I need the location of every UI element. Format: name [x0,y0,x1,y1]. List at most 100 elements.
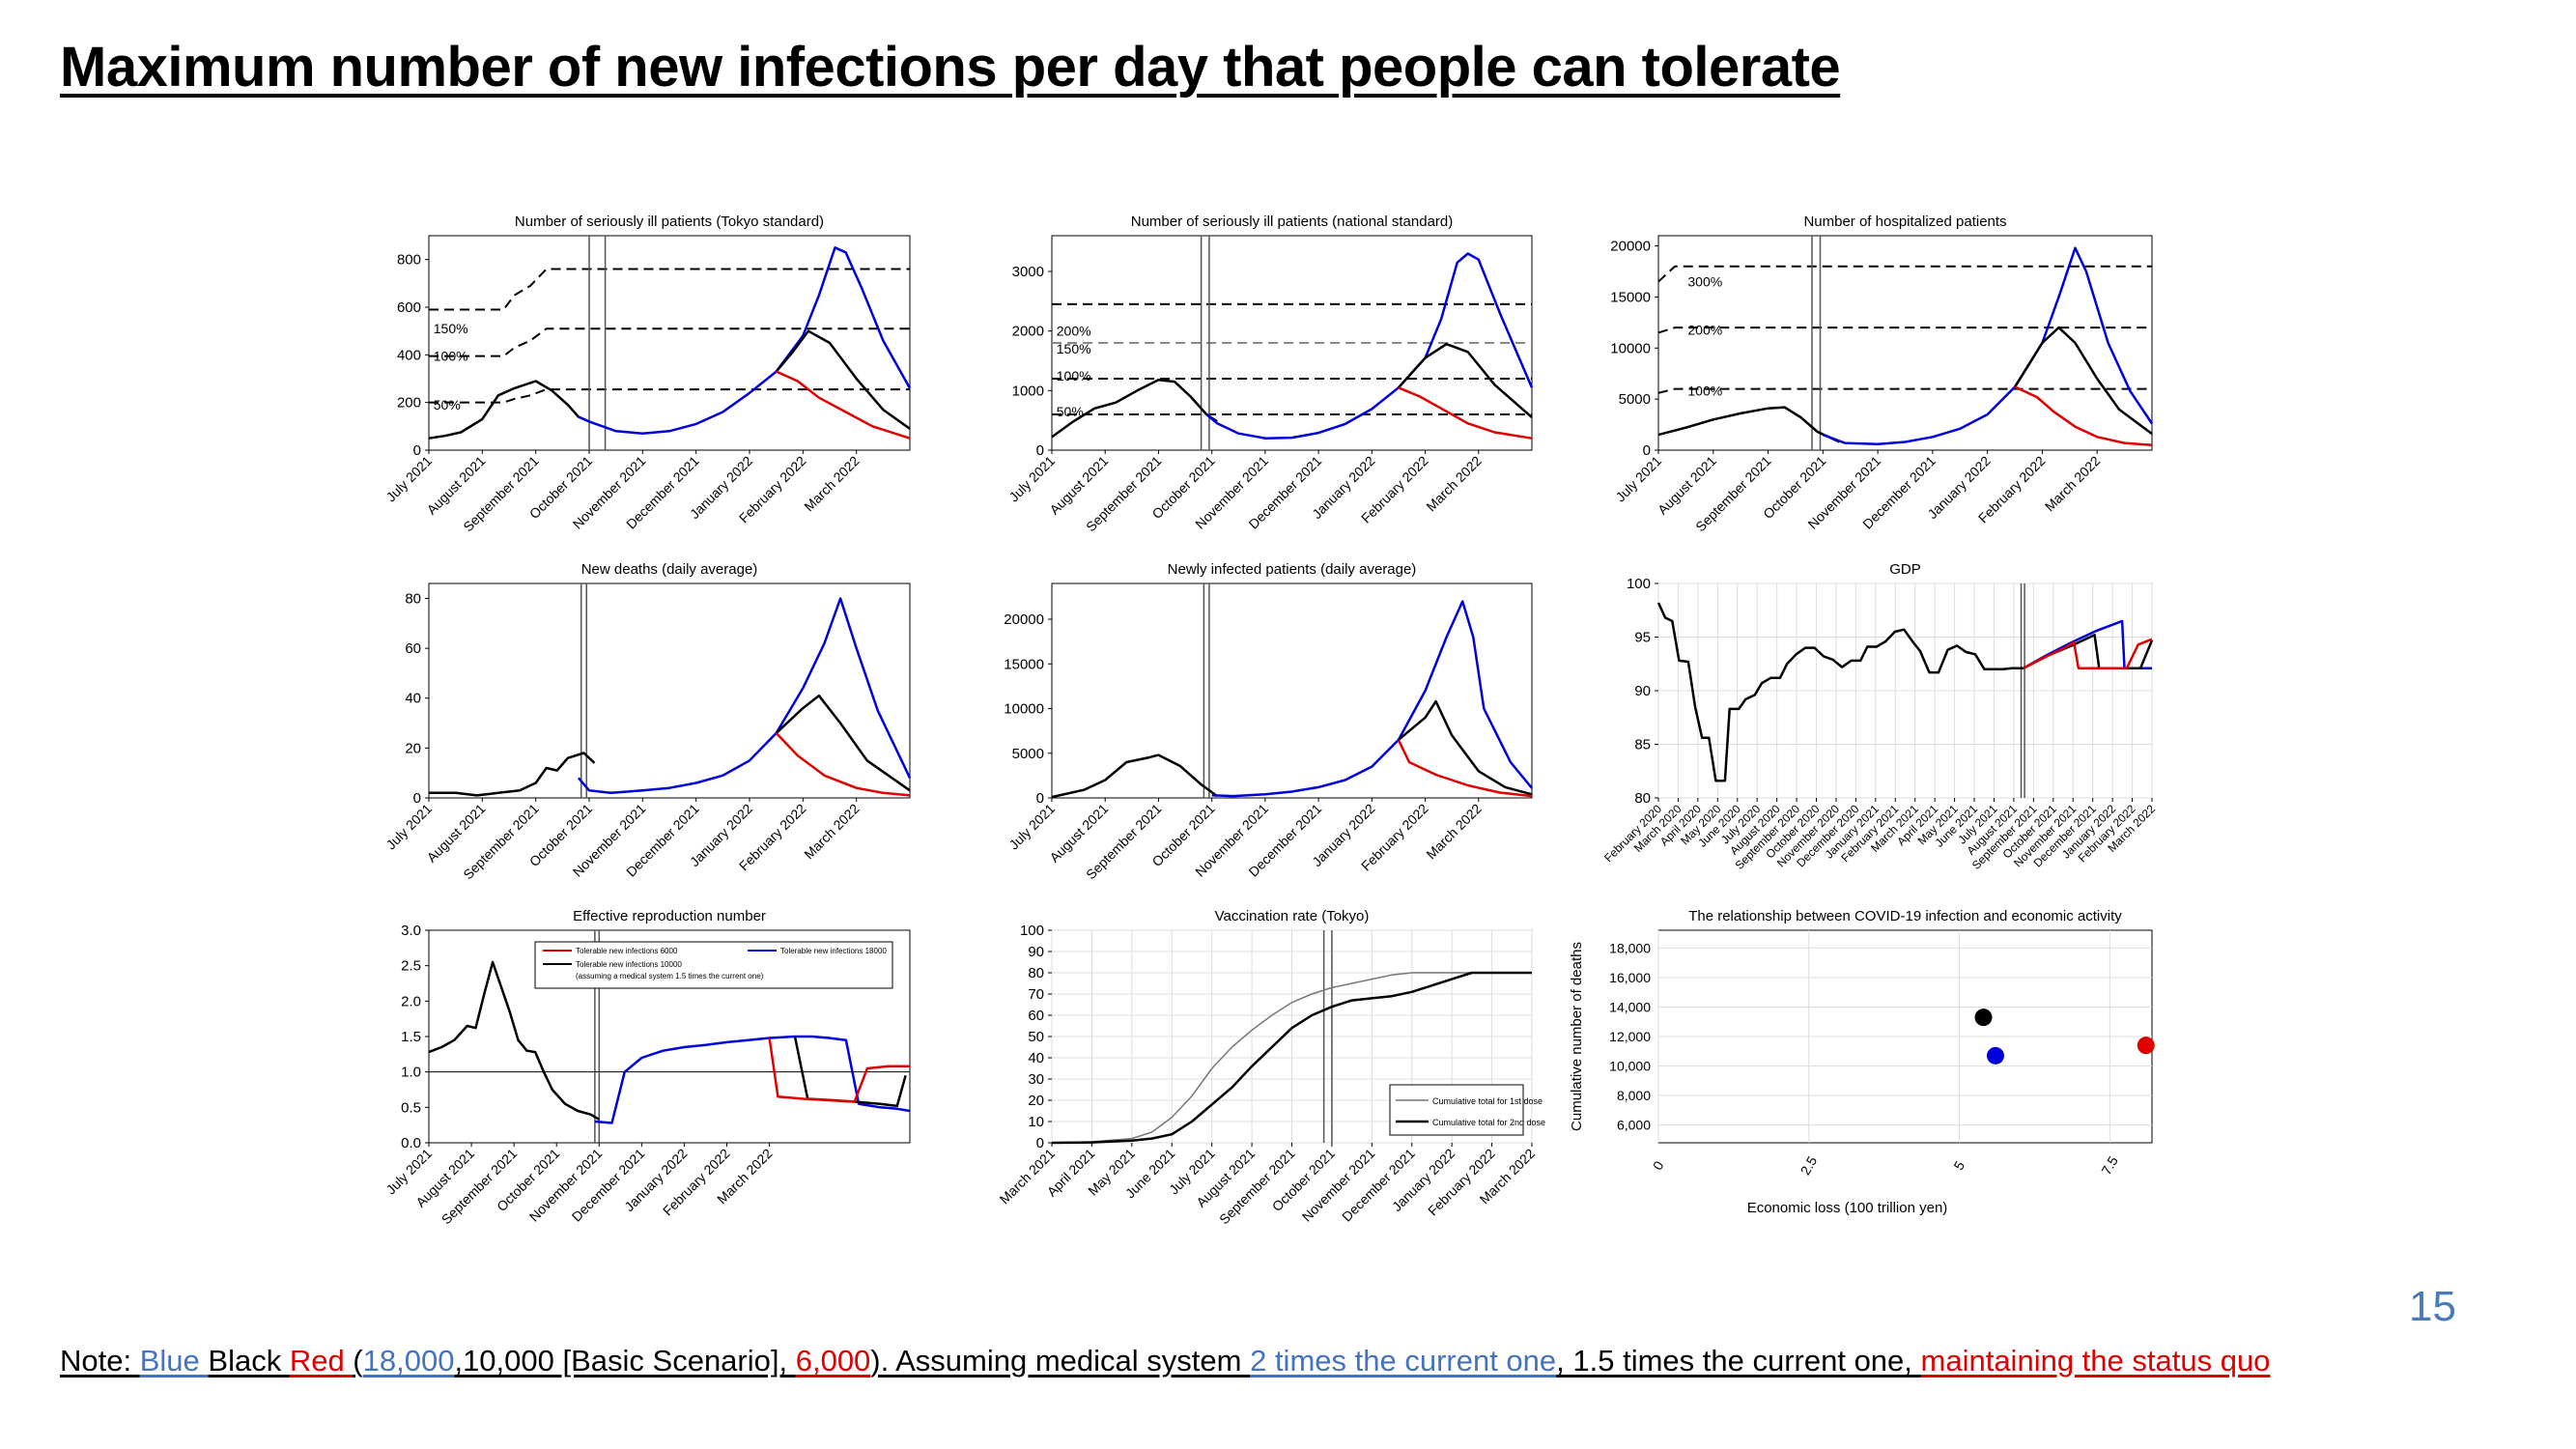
x-tick-label: November 2021 [526,1146,606,1225]
y-tick-label: 40 [405,691,421,707]
series-line [2014,326,2153,436]
chart-title: The relationship between COVID-19 infect… [1688,908,2122,924]
chart-title: Number of hospitalized patients [1803,213,2006,230]
y-tick-label: 20000 [1004,611,1044,628]
y-tick-label: 5000 [1619,391,1651,408]
reference-line [429,327,910,357]
chart-panel: Number of seriously ill patients (nation… [1005,213,1534,534]
y-tick-label: 30 [1028,1071,1044,1088]
legend-label: Tolerable new infections 10000 [576,960,682,969]
y-tick-label: 10000 [1004,701,1044,718]
footnote-part: Black [208,1344,290,1378]
y-axis-label: Cumulative number of deaths [1569,942,1585,1131]
chart-title: Effective reproduction number [573,908,766,924]
chart-panel: New deaths (daily average) 0 20 40 60 80 July … [382,561,912,882]
y-tick-label: 2.5 [401,958,421,975]
series-line [1205,252,1534,440]
series-line [1398,699,1533,796]
x-tick-label: March 2022 [1423,801,1485,863]
plot-frame [428,235,911,451]
y-tick-label: 40 [1028,1050,1044,1066]
legend-box [534,941,893,989]
y-tick-label: 95 [1634,630,1651,646]
reference-label: 200% [1687,322,1722,337]
y-tick-label: 200 [397,395,421,412]
page-number: 15 [2409,1283,2456,1330]
y-tick-label: 60 [405,640,421,657]
y-tick-label: 3.0 [401,923,421,939]
x-tick-label: March 2022 [2042,453,2104,515]
legend-label: Tolerable new infections 6000 [576,947,678,955]
chart-panel: The relationship between COVID-19 infect… [1569,908,2155,1216]
x-tick-label: September 2021 [439,1146,521,1228]
y-tick-label: 15000 [1004,656,1044,672]
series-line [793,1036,907,1108]
footnote-part: ,10,000 [Basic Scenario], [454,1344,796,1378]
footnote-part: 18,000 [362,1344,455,1378]
reference-label: 200% [1057,324,1091,339]
series-line [1657,406,1840,443]
y-tick-label: 18,000 [1609,940,1651,955]
y-tick-label: 0.0 [401,1135,421,1151]
x-tick-label: July 2021 [382,453,435,505]
chart-panel: Number of seriously ill patients (Tokyo … [382,213,912,534]
y-tick-label: 0 [413,442,421,459]
reference-label: 300% [1687,274,1722,290]
x-tick-label: November 2021 [1299,1146,1378,1225]
y-tick-label: 10,000 [1609,1059,1651,1074]
series-line [1822,246,2154,445]
y-tick-label: 14,000 [1609,999,1651,1014]
y-tick-label: 8,000 [1617,1088,1651,1103]
footnote-part: , 1.5 times the current one, [1556,1344,1921,1378]
series-line [1656,602,2024,782]
y-tick-label: 5000 [1012,746,1044,762]
y-tick-label: 10000 [1610,340,1651,356]
plot-frame [428,582,911,799]
y-tick-label: 90 [1028,944,1044,960]
y-tick-label: 15000 [1610,289,1651,305]
legend-box [1389,1084,1524,1136]
y-tick-label: 80 [1028,965,1044,981]
series-line [578,246,912,435]
series-line [577,597,912,795]
y-tick-label: 100 [1020,923,1044,939]
chart-panel: Newly infected patients (daily average) 0… [1004,561,1533,882]
footnote-part: Note: [60,1344,140,1378]
chart-panel: Number of hospitalized patients 0 5000 1000… [1610,213,2154,534]
y-tick-label: 400 [397,347,421,363]
y-tick-label: 85 [1634,737,1651,753]
y-tick-label: 12,000 [1609,1029,1651,1044]
x-tick-label: 5 [1950,1158,1967,1173]
y-tick-label: 16,000 [1609,970,1651,985]
scatter-point [1986,1046,2004,1065]
reference-line [1657,387,2152,394]
chart-title: Vaccination rate (Tokyo) [1215,908,1370,924]
y-tick-label: 100 [1627,576,1651,592]
y-tick-label: 800 [397,252,421,269]
series-line [428,380,590,440]
y-tick-label: 2000 [1012,324,1044,340]
x-tick-label: July 2021 [382,801,435,853]
series-line [429,752,596,797]
series-line [2014,385,2153,446]
x-tick-label: 0 [1650,1158,1667,1173]
footnote-part: Blue [139,1344,209,1378]
chart-panel: Effective reproduction number 0.0 0.5 1.0 1.… [382,908,911,1228]
series-line [776,370,911,440]
x-tick-label: December 2021 [569,1146,648,1225]
series-line [768,1037,910,1103]
chart-panel: Vaccination rate (Tokyo) 0 10 20 30 40 50 60 70 8… [997,908,1546,1227]
y-tick-label: 0 [1036,1135,1044,1151]
x-tick-label: December 2021 [1339,1146,1418,1225]
y-tick-label: 50 [1028,1029,1044,1045]
reference-label: 100% [434,349,468,364]
y-tick-label: 3000 [1012,264,1044,280]
y-tick-label: 6,000 [1617,1118,1651,1133]
x-tick-label: July 2021 [1005,801,1058,853]
x-tick-label: 2.5 [1798,1153,1821,1178]
plot-frame [1051,582,1533,799]
y-tick-label: 20 [405,740,421,756]
legend-label: (assuming a medical system 1.5 times the… [576,972,764,980]
y-tick-label: 1.0 [401,1065,421,1081]
